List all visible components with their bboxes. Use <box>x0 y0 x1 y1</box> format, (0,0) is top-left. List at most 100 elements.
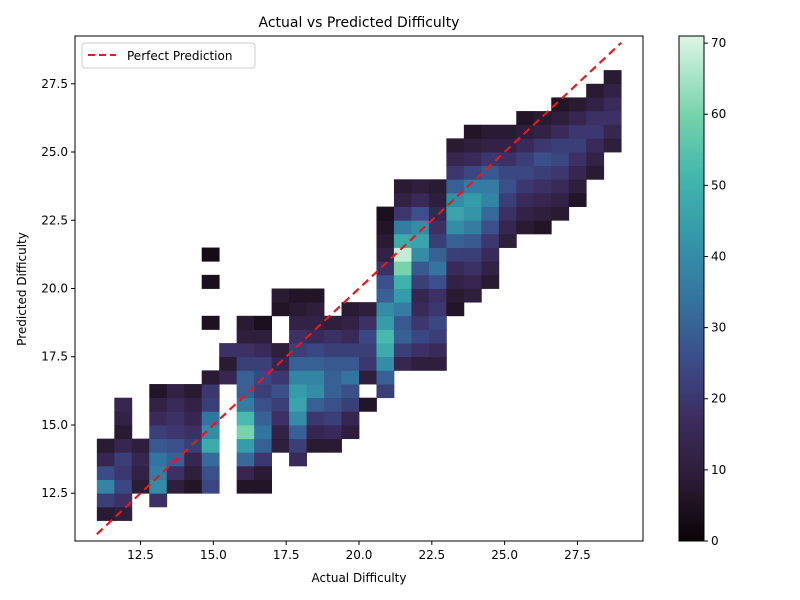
heatmap-cell <box>271 343 290 358</box>
colorbar-tick-label: 70 <box>711 36 726 50</box>
heatmap-cell <box>359 356 377 371</box>
heatmap-cell <box>306 302 325 317</box>
heatmap-cell <box>428 233 447 248</box>
heatmap-cell <box>428 274 447 289</box>
heatmap-cell <box>289 315 307 330</box>
heatmap-cell <box>446 274 465 289</box>
heatmap-cell <box>411 220 430 235</box>
heatmap-cell <box>341 397 360 412</box>
heatmap-cell <box>376 384 395 399</box>
heatmap-cell <box>289 343 307 358</box>
heatmap-cell <box>201 452 220 467</box>
heatmap-cell <box>96 506 115 521</box>
heatmap-cell <box>271 438 290 453</box>
heatmap-cell <box>446 247 465 262</box>
heatmap-cell <box>446 261 465 276</box>
heatmap-cell <box>516 220 535 235</box>
heatmap-cell <box>393 179 412 194</box>
heatmap-cell <box>411 261 430 276</box>
y-tick-label: 15.0 <box>41 418 68 432</box>
heatmap-cell <box>586 138 605 153</box>
legend-entry-perfect-prediction: Perfect Prediction <box>127 49 232 63</box>
heatmap-cell <box>551 97 570 112</box>
heatmap-cell <box>376 343 395 358</box>
heatmap-cell <box>236 479 255 494</box>
heatmap-cell <box>114 493 133 508</box>
heatmap-cell <box>271 397 290 412</box>
heatmap-cell <box>236 356 255 371</box>
heatmap-cell <box>254 356 273 371</box>
heatmap-cell <box>533 206 552 221</box>
heatmap-cell <box>376 261 395 276</box>
heatmap-cell <box>463 274 482 289</box>
heatmap-cell <box>341 343 360 358</box>
heatmap-cell <box>586 111 605 126</box>
heatmap-cell <box>533 138 552 153</box>
heatmap-cell <box>568 124 587 139</box>
heatmap-cell <box>289 411 307 426</box>
colorbar-tick-label: 20 <box>711 392 726 406</box>
heatmap-cell <box>201 465 220 480</box>
heatmap-cell <box>551 124 570 139</box>
heatmap-cell <box>428 192 447 208</box>
heatmap-cell <box>481 206 500 221</box>
heatmap-cell <box>376 220 395 235</box>
heatmap-cell <box>428 343 447 358</box>
heatmap-cell <box>306 411 325 426</box>
heatmap-cell <box>376 233 395 248</box>
heatmap-cell <box>289 424 307 440</box>
heatmap-cell <box>166 411 185 426</box>
heatmap-cell <box>271 288 290 303</box>
heatmap-cell <box>219 356 238 371</box>
heatmap-cell <box>324 397 342 412</box>
x-tick-label: 15.0 <box>200 548 227 562</box>
heatmap-cell <box>324 411 342 426</box>
heatmap-cell <box>481 124 500 139</box>
heatmap-cell <box>341 302 360 317</box>
heatmap-cell <box>254 465 273 480</box>
heatmap-cell <box>428 220 447 235</box>
heatmap-cell <box>254 397 273 412</box>
heatmap-cell <box>376 370 395 385</box>
heatmap-cell <box>201 411 220 426</box>
heatmap-cell <box>359 315 377 330</box>
heatmap-cell <box>481 261 500 276</box>
heatmap-cell <box>586 97 605 112</box>
heatmap-cell <box>271 370 290 385</box>
colorbar <box>678 35 705 542</box>
heatmap-cell <box>131 452 150 467</box>
heatmap-cell <box>341 370 360 385</box>
heatmap-cell <box>463 288 482 303</box>
heatmap-cell <box>271 384 290 399</box>
heatmap-cell <box>114 479 133 494</box>
heatmap-cell <box>498 192 517 208</box>
heatmap-cell <box>306 315 325 330</box>
heatmap-cell <box>149 465 168 480</box>
heatmap-cell <box>533 220 552 235</box>
colorbar-tick-label: 40 <box>711 249 726 263</box>
heatmap-cell <box>586 152 605 167</box>
legend-box <box>81 42 256 69</box>
heatmap-cell <box>166 424 185 440</box>
heatmap-cell <box>481 247 500 262</box>
y-tick-label: 17.5 <box>41 350 68 364</box>
legend: Perfect Prediction <box>81 42 256 69</box>
heatmap-cell <box>289 288 307 303</box>
heatmap-cell <box>96 465 115 480</box>
heatmap-cell <box>393 261 412 276</box>
heatmap-cell <box>131 438 150 453</box>
y-tick-label: 22.5 <box>41 213 68 227</box>
heatmap-cell <box>359 343 377 358</box>
heatmap-cell <box>341 411 360 426</box>
colorbar-ticks: 0 10 20 30 40 50 60 70 <box>704 36 726 548</box>
y-axis-ticks: 12.5 15.0 17.5 20.0 22.5 25.0 27.5 <box>41 77 75 500</box>
heatmap-cell <box>376 315 395 330</box>
heatmap-cell <box>149 493 168 508</box>
x-tick-label: 17.5 <box>273 548 300 562</box>
heatmap-cell <box>306 356 325 371</box>
heatmap-cell <box>236 411 255 426</box>
heatmap-cell <box>236 438 255 453</box>
heatmap-cell <box>114 465 133 480</box>
heatmap-cell <box>463 220 482 235</box>
